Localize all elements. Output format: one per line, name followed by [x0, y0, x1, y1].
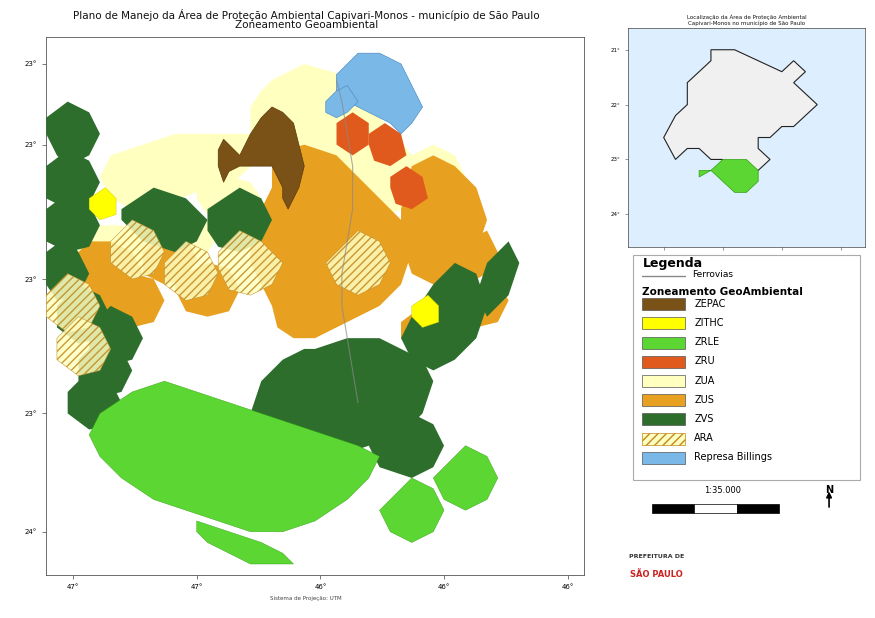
FancyBboxPatch shape — [642, 356, 685, 368]
Title: Localização da Área de Proteção Ambiental
Capivari-Monos no município de São Pau: Localização da Área de Proteção Ambienta… — [687, 14, 806, 26]
Polygon shape — [111, 220, 164, 279]
Polygon shape — [326, 85, 358, 117]
Polygon shape — [337, 53, 423, 134]
Polygon shape — [218, 231, 283, 295]
Text: ZITHC: ZITHC — [695, 318, 724, 328]
Polygon shape — [326, 231, 390, 295]
FancyBboxPatch shape — [642, 394, 685, 406]
Text: N: N — [825, 485, 833, 495]
Polygon shape — [67, 370, 122, 430]
Polygon shape — [401, 155, 487, 284]
Polygon shape — [143, 231, 197, 284]
Polygon shape — [100, 134, 250, 209]
Polygon shape — [358, 177, 406, 220]
FancyBboxPatch shape — [642, 375, 685, 387]
Polygon shape — [46, 150, 100, 209]
Polygon shape — [380, 478, 444, 543]
Polygon shape — [79, 226, 154, 274]
Polygon shape — [699, 159, 758, 192]
Polygon shape — [89, 188, 116, 220]
Text: ZUA: ZUA — [695, 376, 715, 386]
Polygon shape — [664, 50, 817, 182]
Text: ZEPAC: ZEPAC — [695, 298, 725, 308]
Polygon shape — [250, 145, 412, 338]
FancyBboxPatch shape — [642, 298, 685, 310]
FancyBboxPatch shape — [695, 504, 737, 513]
Text: Ferrovias: Ferrovias — [692, 270, 733, 279]
Polygon shape — [67, 242, 143, 306]
FancyBboxPatch shape — [642, 317, 685, 329]
Polygon shape — [79, 338, 132, 397]
Text: Plano de Manejo da Área de Proteção Ambiental Capivari-Monos - município de São : Plano de Manejo da Área de Proteção Ambi… — [73, 9, 540, 21]
Polygon shape — [368, 123, 406, 166]
FancyBboxPatch shape — [642, 336, 685, 349]
Text: ZRLE: ZRLE — [695, 337, 719, 347]
Text: Sistema de Projeção: UTM: Sistema de Projeção: UTM — [270, 596, 342, 601]
Text: Zoneamento Geoambiental: Zoneamento Geoambiental — [234, 20, 378, 30]
FancyBboxPatch shape — [642, 413, 685, 425]
Text: ZRU: ZRU — [695, 357, 715, 366]
Polygon shape — [46, 236, 89, 300]
Text: ARA: ARA — [695, 433, 714, 443]
Polygon shape — [218, 107, 304, 209]
Polygon shape — [207, 188, 272, 252]
Text: Zoneamento GeoAmbiental: Zoneamento GeoAmbiental — [642, 287, 803, 297]
Polygon shape — [444, 231, 498, 284]
Polygon shape — [175, 263, 240, 316]
Polygon shape — [466, 279, 508, 328]
Polygon shape — [197, 177, 262, 220]
Polygon shape — [122, 188, 207, 252]
Polygon shape — [476, 242, 519, 316]
Polygon shape — [46, 274, 100, 332]
Polygon shape — [412, 295, 438, 328]
Polygon shape — [401, 263, 487, 370]
Polygon shape — [100, 274, 164, 328]
Polygon shape — [401, 145, 466, 209]
Text: ZVS: ZVS — [695, 414, 714, 424]
Polygon shape — [46, 101, 100, 166]
Polygon shape — [433, 446, 498, 510]
Polygon shape — [401, 306, 444, 349]
Polygon shape — [154, 209, 218, 258]
FancyBboxPatch shape — [633, 255, 860, 480]
Polygon shape — [368, 413, 444, 478]
Polygon shape — [337, 112, 368, 155]
Polygon shape — [89, 381, 380, 531]
Polygon shape — [57, 316, 111, 376]
Text: Legenda: Legenda — [642, 257, 703, 270]
Polygon shape — [57, 284, 111, 344]
Text: ZUS: ZUS — [695, 395, 714, 405]
Polygon shape — [46, 193, 100, 252]
Text: SÃO PAULO: SÃO PAULO — [630, 570, 683, 579]
Polygon shape — [197, 521, 293, 564]
Text: 1:35.000: 1:35.000 — [704, 486, 741, 496]
Text: PREFEITURA DE: PREFEITURA DE — [629, 554, 684, 559]
Polygon shape — [89, 306, 143, 365]
FancyBboxPatch shape — [642, 452, 685, 464]
FancyBboxPatch shape — [652, 504, 695, 513]
FancyBboxPatch shape — [642, 433, 685, 445]
Polygon shape — [164, 242, 218, 300]
Polygon shape — [390, 166, 428, 209]
Polygon shape — [250, 338, 433, 467]
FancyBboxPatch shape — [737, 504, 780, 513]
Polygon shape — [250, 64, 412, 198]
Text: Represa Billings: Represa Billings — [695, 452, 773, 462]
